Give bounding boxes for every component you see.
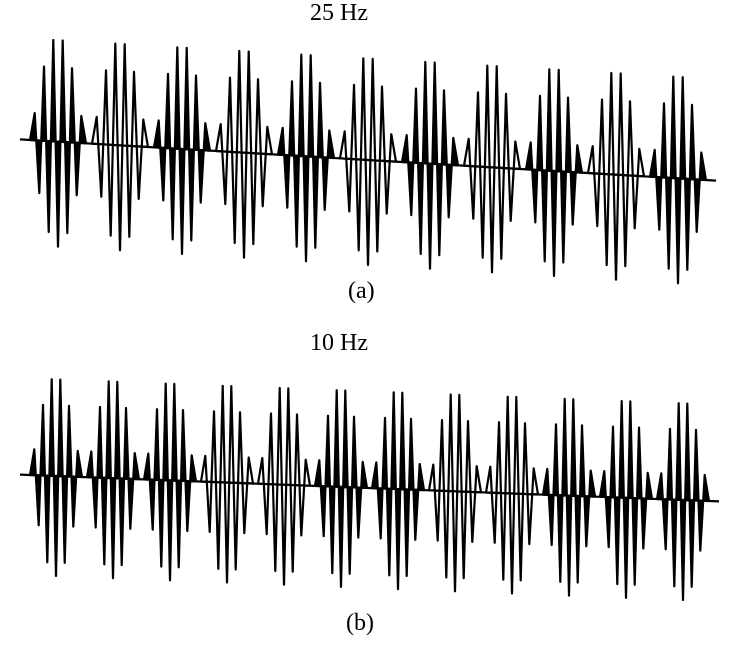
tone-burst — [315, 390, 367, 587]
tone-burst — [543, 399, 595, 596]
tone-burst — [402, 62, 458, 269]
panel-a-freq-title: 25 Hz — [310, 0, 368, 27]
tone-burst — [657, 403, 709, 600]
tone-burst — [650, 77, 706, 284]
tone-burst — [144, 384, 196, 581]
tone-burst — [216, 51, 272, 258]
tone-burst — [464, 66, 520, 273]
tone-burst — [30, 379, 82, 576]
tone-burst — [600, 401, 652, 598]
tone-burst — [340, 58, 396, 265]
tone-burst — [486, 397, 538, 594]
tone-burst — [278, 55, 334, 262]
tone-burst — [154, 47, 210, 254]
tone-burst — [429, 395, 481, 592]
tone-burst — [30, 40, 86, 247]
tone-burst — [258, 388, 310, 585]
tone-burst — [372, 392, 424, 589]
tone-burst — [588, 73, 644, 280]
tone-burst — [87, 381, 139, 578]
tone-burst — [201, 386, 253, 583]
panel-a-caption: (a) — [348, 278, 375, 305]
tone-burst — [92, 44, 148, 251]
waveform-figure — [0, 0, 746, 647]
tone-burst — [526, 69, 582, 276]
panel-b-caption: (b) — [346, 610, 374, 637]
panel-b-freq-title: 10 Hz — [310, 330, 368, 357]
